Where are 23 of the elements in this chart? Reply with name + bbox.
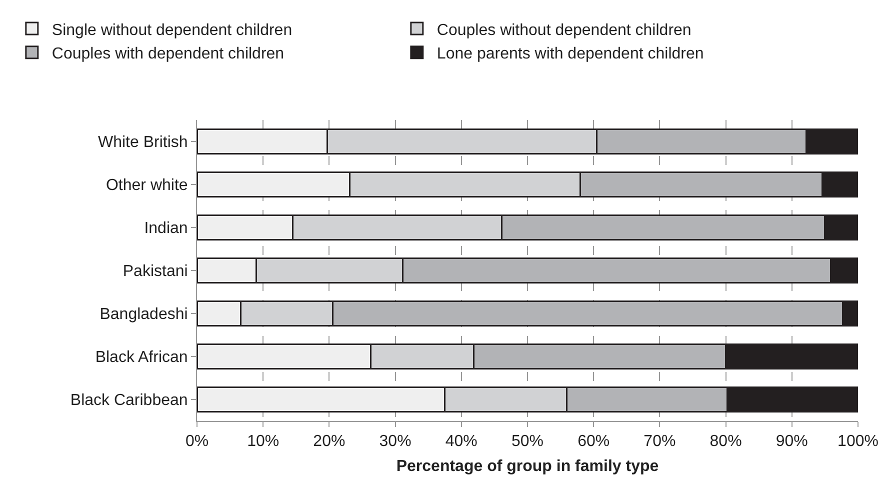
y-tick-label: Black African bbox=[95, 349, 188, 366]
y-tick-label: Pakistani bbox=[122, 263, 188, 280]
x-tick-label: 0% bbox=[185, 433, 209, 450]
x-tick-label: 70% bbox=[644, 433, 676, 450]
legend-label: Couples without dependent children bbox=[436, 22, 692, 39]
legend-label: Lone parents with dependent children bbox=[436, 46, 704, 63]
y-tick-label: Indian bbox=[144, 220, 188, 238]
legend-label: Couples with dependent children bbox=[52, 46, 284, 63]
x-tick-label: 60% bbox=[578, 433, 610, 450]
y-tick-label: White British bbox=[98, 134, 188, 152]
x-axis-title: Percentage of group in family type bbox=[396, 458, 659, 475]
x-tick-label: 30% bbox=[379, 433, 412, 450]
x-tick-label: 50% bbox=[511, 433, 544, 450]
x-tick-label: 80% bbox=[710, 433, 742, 450]
x-tick-label: 20% bbox=[313, 433, 346, 450]
x-tick-label: 40% bbox=[445, 433, 478, 450]
x-tick-label: 100% bbox=[838, 433, 878, 450]
x-tick-label: 10% bbox=[247, 433, 280, 450]
legend-label: Single without dependent children bbox=[52, 22, 292, 39]
y-tick-label: Bangladeshi bbox=[100, 306, 188, 324]
y-tick-label: Black Caribbean bbox=[70, 392, 188, 410]
y-tick-label: Other white bbox=[106, 177, 188, 194]
x-tick-label: 90% bbox=[776, 433, 808, 450]
